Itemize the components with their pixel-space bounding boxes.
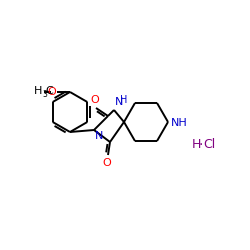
Text: N: N [115, 97, 124, 107]
Text: H: H [192, 138, 202, 151]
Text: Cl: Cl [203, 138, 215, 151]
Text: H: H [34, 86, 42, 97]
Text: N: N [95, 131, 104, 141]
Text: C: C [45, 86, 53, 97]
Text: O: O [90, 95, 100, 105]
Text: 3: 3 [42, 90, 47, 99]
Text: H: H [120, 95, 128, 105]
Text: NH: NH [171, 118, 188, 128]
Text: O: O [103, 158, 112, 168]
Text: O: O [47, 87, 56, 97]
Text: ·: · [199, 138, 203, 152]
